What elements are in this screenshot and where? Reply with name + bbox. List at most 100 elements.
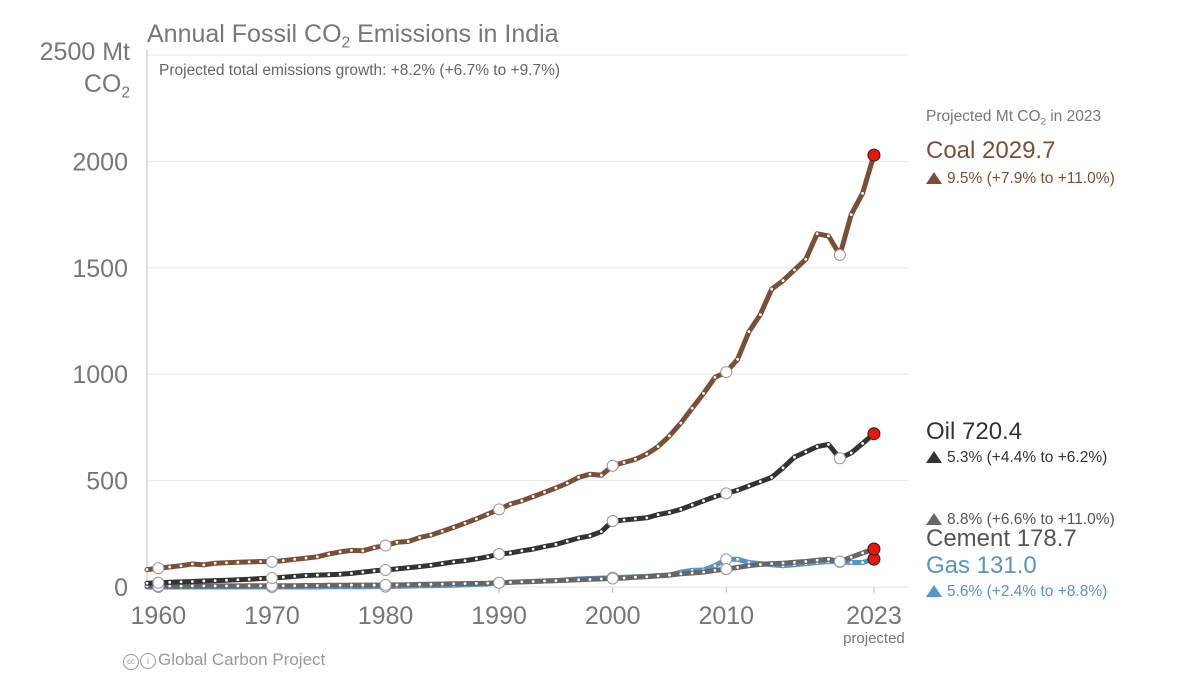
cement-point [213,584,217,588]
gas-point [849,561,853,564]
cement-marker [493,576,506,589]
oil-point [452,560,456,564]
cement-point [690,571,694,575]
coal-point [281,559,285,563]
coal-point [543,490,546,494]
cement-label: Cement 178.7 [926,525,1077,552]
cement-point [338,583,342,587]
coal-point [293,557,297,561]
cement-point [804,560,808,563]
oil-point [747,484,751,488]
coal-point [372,546,376,550]
coal-point [747,330,751,334]
y-tick-label: 2000 [72,148,128,176]
coal-marker [493,503,506,516]
cement-point [281,584,285,588]
oil-point [861,441,864,445]
oil-point [145,581,149,585]
oil-point [474,557,478,561]
oil-point [406,566,410,570]
cement-point [554,579,558,583]
cement-projected-point [867,542,881,556]
y-axis-unit: 2500 Mt CO2 [39,38,130,102]
coal-point [486,512,490,516]
cement-point [679,572,683,576]
coal-point [395,540,399,544]
series-layer [144,148,881,593]
oil-point [554,543,558,546]
oil-point [736,488,740,492]
gas-point [736,557,740,561]
cement-marker [606,572,619,585]
oil-point [656,513,660,517]
coal-point [338,550,342,554]
oil-series [144,427,881,589]
coal-point [827,234,830,238]
up-triangle-icon [926,172,942,184]
cement-point [577,578,581,582]
coal-point [690,406,694,410]
cement-point [225,584,228,588]
cement-point [713,569,717,572]
coal-point [179,564,183,568]
coal-point [645,452,649,456]
coal-point [474,517,478,521]
cement-change: 8.8% (+6.6% to +11.0%) [926,511,1115,529]
cement-point [440,582,444,586]
cement-point [543,579,546,583]
oil-point [509,551,512,555]
oil-point [247,577,251,581]
cement-point [304,584,308,587]
cement-series [144,542,881,593]
oil-point [418,565,421,568]
oil-point [281,575,285,579]
coal-point [429,533,433,537]
oil-marker [379,563,392,576]
coal-point [406,540,410,543]
oil-point [463,559,467,563]
y-tick-label: 0 [114,574,128,602]
oil-point [225,578,228,582]
cement-point [520,580,524,584]
up-triangle-icon [926,513,942,525]
y-tick-label: 1000 [72,361,128,389]
oil-point [781,466,785,470]
oil-point [304,574,308,577]
cement-point [452,582,456,586]
oil-projected-point [867,427,881,441]
gas-point [861,561,864,564]
cement-point [361,583,365,587]
oil-point [758,480,762,484]
coal-point [565,481,569,485]
y-tick-label: 1500 [72,255,128,283]
oil-point [793,455,796,459]
x-tick-label: 2000 [585,602,641,630]
coal-point [202,563,206,567]
x-tick-label: 1970 [244,602,300,630]
cement-marker [720,563,733,576]
cement-point [758,563,762,566]
oil-point [577,536,581,540]
oil-point [440,562,444,565]
coal-point [736,357,740,361]
oil-point [713,495,717,498]
coal-marker [606,459,619,472]
oil-point [849,451,853,455]
oil-point [293,574,297,578]
coal-point [361,549,365,553]
x-tick-label: 1980 [358,602,414,630]
oil-point [622,518,626,522]
coal-point [520,499,524,503]
coal-point [588,472,592,476]
x-tick-label: 1990 [471,602,527,630]
cement-point [179,584,183,588]
cement-point [406,583,410,587]
cement-point [668,573,671,577]
oil-point [202,579,206,583]
oil-point [668,511,671,514]
coal-marker [720,366,733,379]
coal-point [191,562,194,566]
coal-point [225,561,228,565]
cement-point [645,575,649,579]
